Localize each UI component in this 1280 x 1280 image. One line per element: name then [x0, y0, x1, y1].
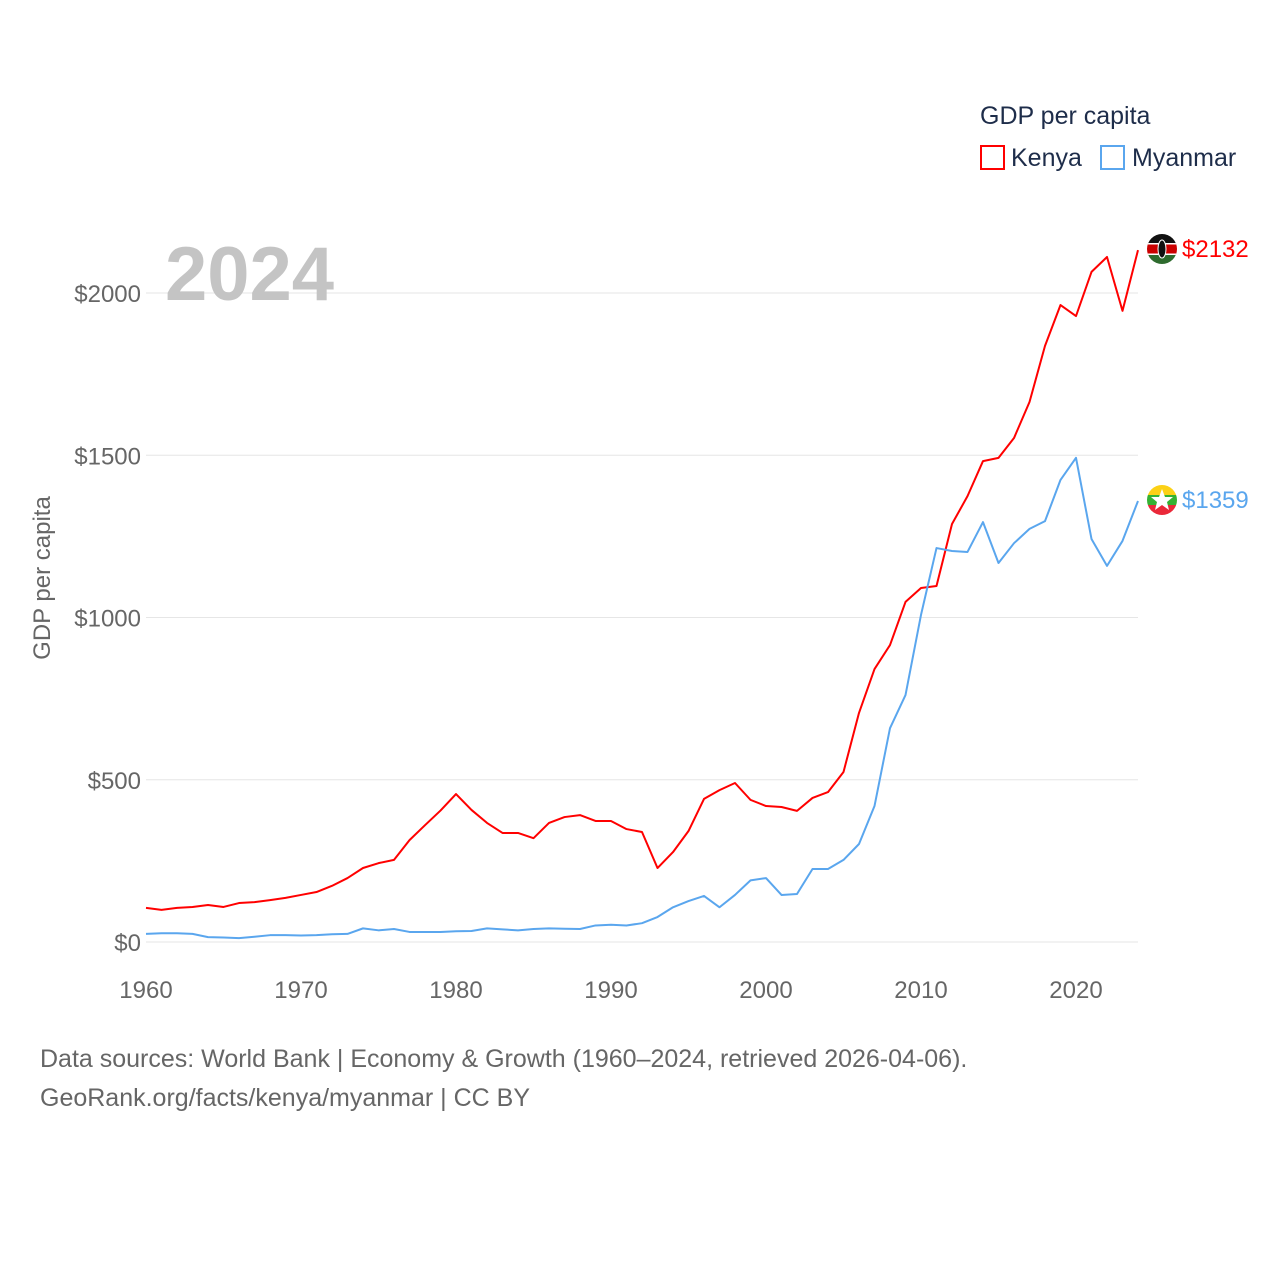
y-tick-label: $500: [88, 768, 141, 795]
legend-label-myanmar[interactable]: Myanmar: [1132, 144, 1236, 172]
year-label: 2024: [165, 232, 334, 317]
series-line-myanmar: [145, 456, 1139, 940]
x-tick-label: 1980: [429, 977, 482, 1004]
kenya-flag-icon: [1147, 234, 1177, 264]
x-tick-label: 1990: [584, 977, 637, 1004]
y-tick-label: $2000: [74, 281, 141, 308]
x-axis-ticks: 1960 1970 1980 1990 2000 2010 2020: [119, 977, 1102, 1004]
y-axis-ticks: $0 $500 $1000 $1500 $2000: [74, 281, 141, 957]
kenya-end-value: $2132: [1182, 236, 1249, 263]
y-tick-label: $1500: [74, 443, 141, 470]
x-tick-label: 2010: [894, 977, 947, 1004]
legend-title: GDP per capita: [980, 102, 1151, 130]
series-lines: [145, 249, 1139, 940]
y-tick-label: $1000: [74, 606, 141, 633]
myanmar-end-value: $1359: [1182, 487, 1249, 514]
legend-label-kenya[interactable]: Kenya: [1011, 144, 1082, 172]
legend: GDP per capita Kenya Myanmar: [980, 102, 1236, 172]
x-tick-label: 1960: [119, 977, 172, 1004]
x-tick-label: 2000: [739, 977, 792, 1004]
myanmar-flag-icon: [1147, 485, 1177, 515]
legend-swatch-myanmar[interactable]: [1100, 145, 1125, 170]
footer-attribution[interactable]: GeoRank.org/facts/kenya/myanmar | CC BY: [40, 1084, 531, 1112]
y-axis-label: GDP per capita: [29, 496, 56, 660]
gridlines: [146, 292, 1138, 943]
footer-sources: Data sources: World Bank | Economy & Gro…: [40, 1045, 968, 1073]
x-tick-label: 2020: [1049, 977, 1102, 1004]
x-tick-label: 1970: [274, 977, 327, 1004]
series-line-kenya: [145, 249, 1139, 911]
y-tick-label: $0: [114, 930, 141, 957]
legend-swatch-kenya[interactable]: [980, 145, 1005, 170]
